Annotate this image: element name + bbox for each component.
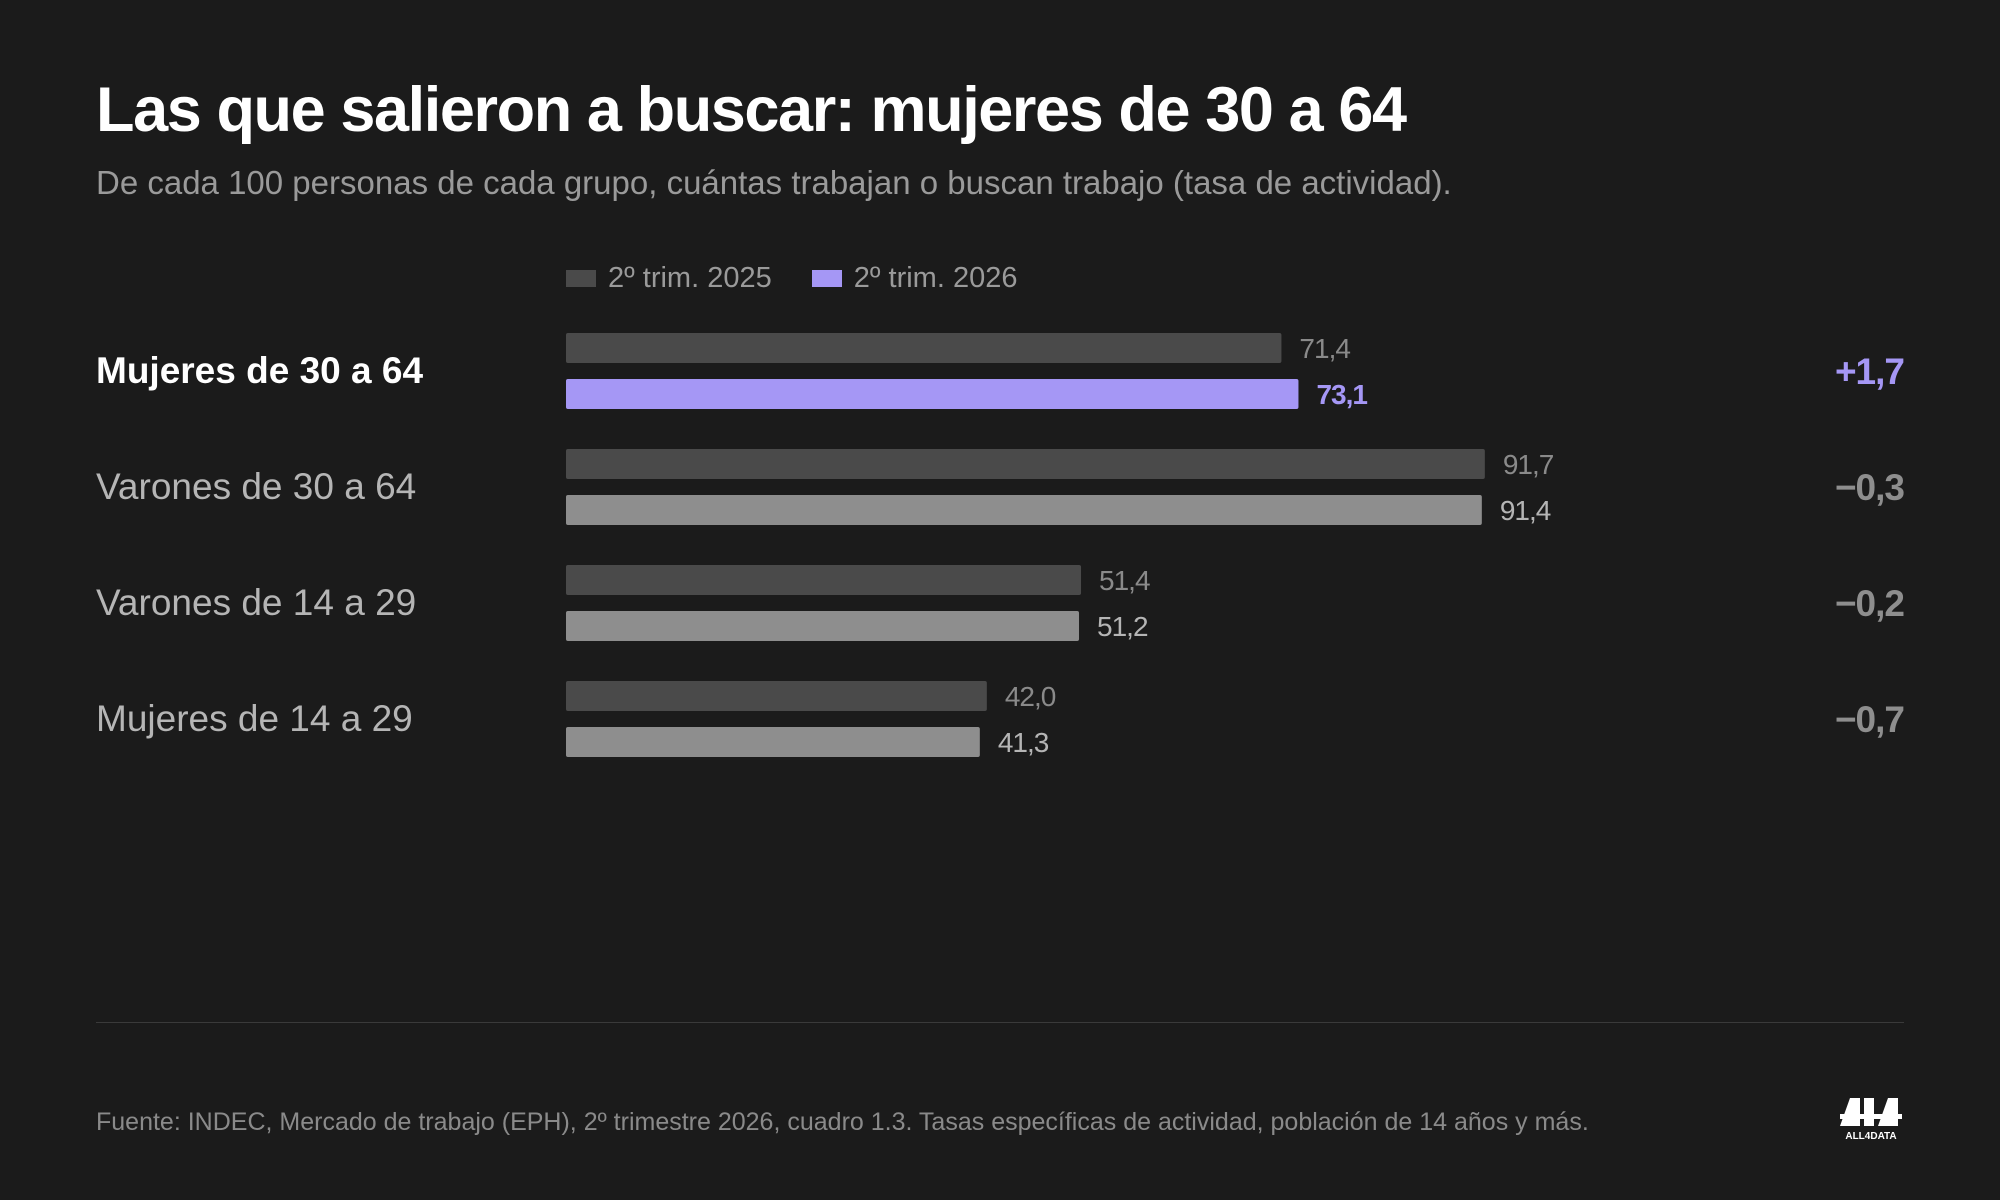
category-label-mujeres-de-30-a-64: Mujeres de 30 a 64	[96, 350, 423, 391]
category-label-varones-de-14-a-29: Varones de 14 a 29	[96, 582, 416, 623]
bar-varones-de-14-a-29-2025	[566, 565, 1082, 595]
legend-item-2025: 2º trim. 2025	[566, 262, 772, 295]
legend-item-2026: 2º trim. 2026	[811, 262, 1018, 295]
category-label-mujeres-de-14-a-29: Mujeres de 14 a 29	[96, 698, 413, 739]
bar-varones-de-14-a-29-2026	[566, 611, 1080, 641]
source-note: Fuente: INDEC, Mercado de trabajo (EPH),…	[96, 1108, 1589, 1136]
chart-subtitle: De cada 100 personas de cada grupo, cuán…	[96, 164, 1452, 201]
difference-label-varones-de-30-a-64: −0,3	[1835, 467, 1904, 508]
difference-label-mujeres-de-30-a-64: +1,7	[1835, 351, 1904, 392]
bar-mujeres-de-30-a-64-2025	[566, 333, 1282, 363]
legend-label-2026: 2º trim. 2026	[853, 262, 1018, 294]
bar-mujeres-de-14-a-29-2026	[566, 727, 980, 757]
value-label-mujeres-de-14-a-29-2025: 42,0	[1005, 681, 1056, 712]
value-label-varones-de-14-a-29-2026: 51,2	[1097, 611, 1148, 642]
difference-label-varones-de-14-a-29: −0,2	[1835, 583, 1904, 624]
bar-chart: Mujeres de 30 a 64 71,4 73,1 +1,7 Varones de…	[96, 333, 1905, 758]
legend-swatch-2025	[566, 270, 596, 287]
bar-mujeres-de-30-a-64-2026	[566, 379, 1299, 409]
bar-varones-de-30-a-64-2025	[566, 449, 1485, 479]
bar-mujeres-de-14-a-29-2025	[566, 681, 987, 711]
value-label-mujeres-de-30-a-64-2026: 73,1	[1316, 379, 1367, 410]
all4data-logo: ALL4DATA	[1840, 1098, 1902, 1142]
legend-label-2025: 2º trim. 2025	[608, 262, 772, 294]
footer-divider	[96, 1022, 1904, 1023]
value-label-mujeres-de-14-a-29-2026: 41,3	[998, 727, 1049, 758]
value-label-varones-de-30-a-64-2025: 91,7	[1503, 449, 1554, 480]
value-label-varones-de-30-a-64-2026: 91,4	[1500, 495, 1551, 526]
chart-title: Las que salieron a buscar: mujeres de 30…	[96, 75, 1407, 145]
legend: 2º trim. 2025 2º trim. 2026	[566, 262, 1057, 295]
category-label-varones-de-30-a-64: Varones de 30 a 64	[96, 466, 416, 507]
legend-swatch-2026	[811, 270, 842, 287]
bar-varones-de-30-a-64-2026	[566, 495, 1482, 525]
svg-text:ALL4DATA: ALL4DATA	[1845, 1131, 1896, 1142]
value-label-varones-de-14-a-29-2025: 51,4	[1099, 565, 1150, 596]
value-label-mujeres-de-30-a-64-2025: 71,4	[1299, 333, 1350, 364]
difference-label-mujeres-de-14-a-29: −0,7	[1835, 699, 1904, 740]
